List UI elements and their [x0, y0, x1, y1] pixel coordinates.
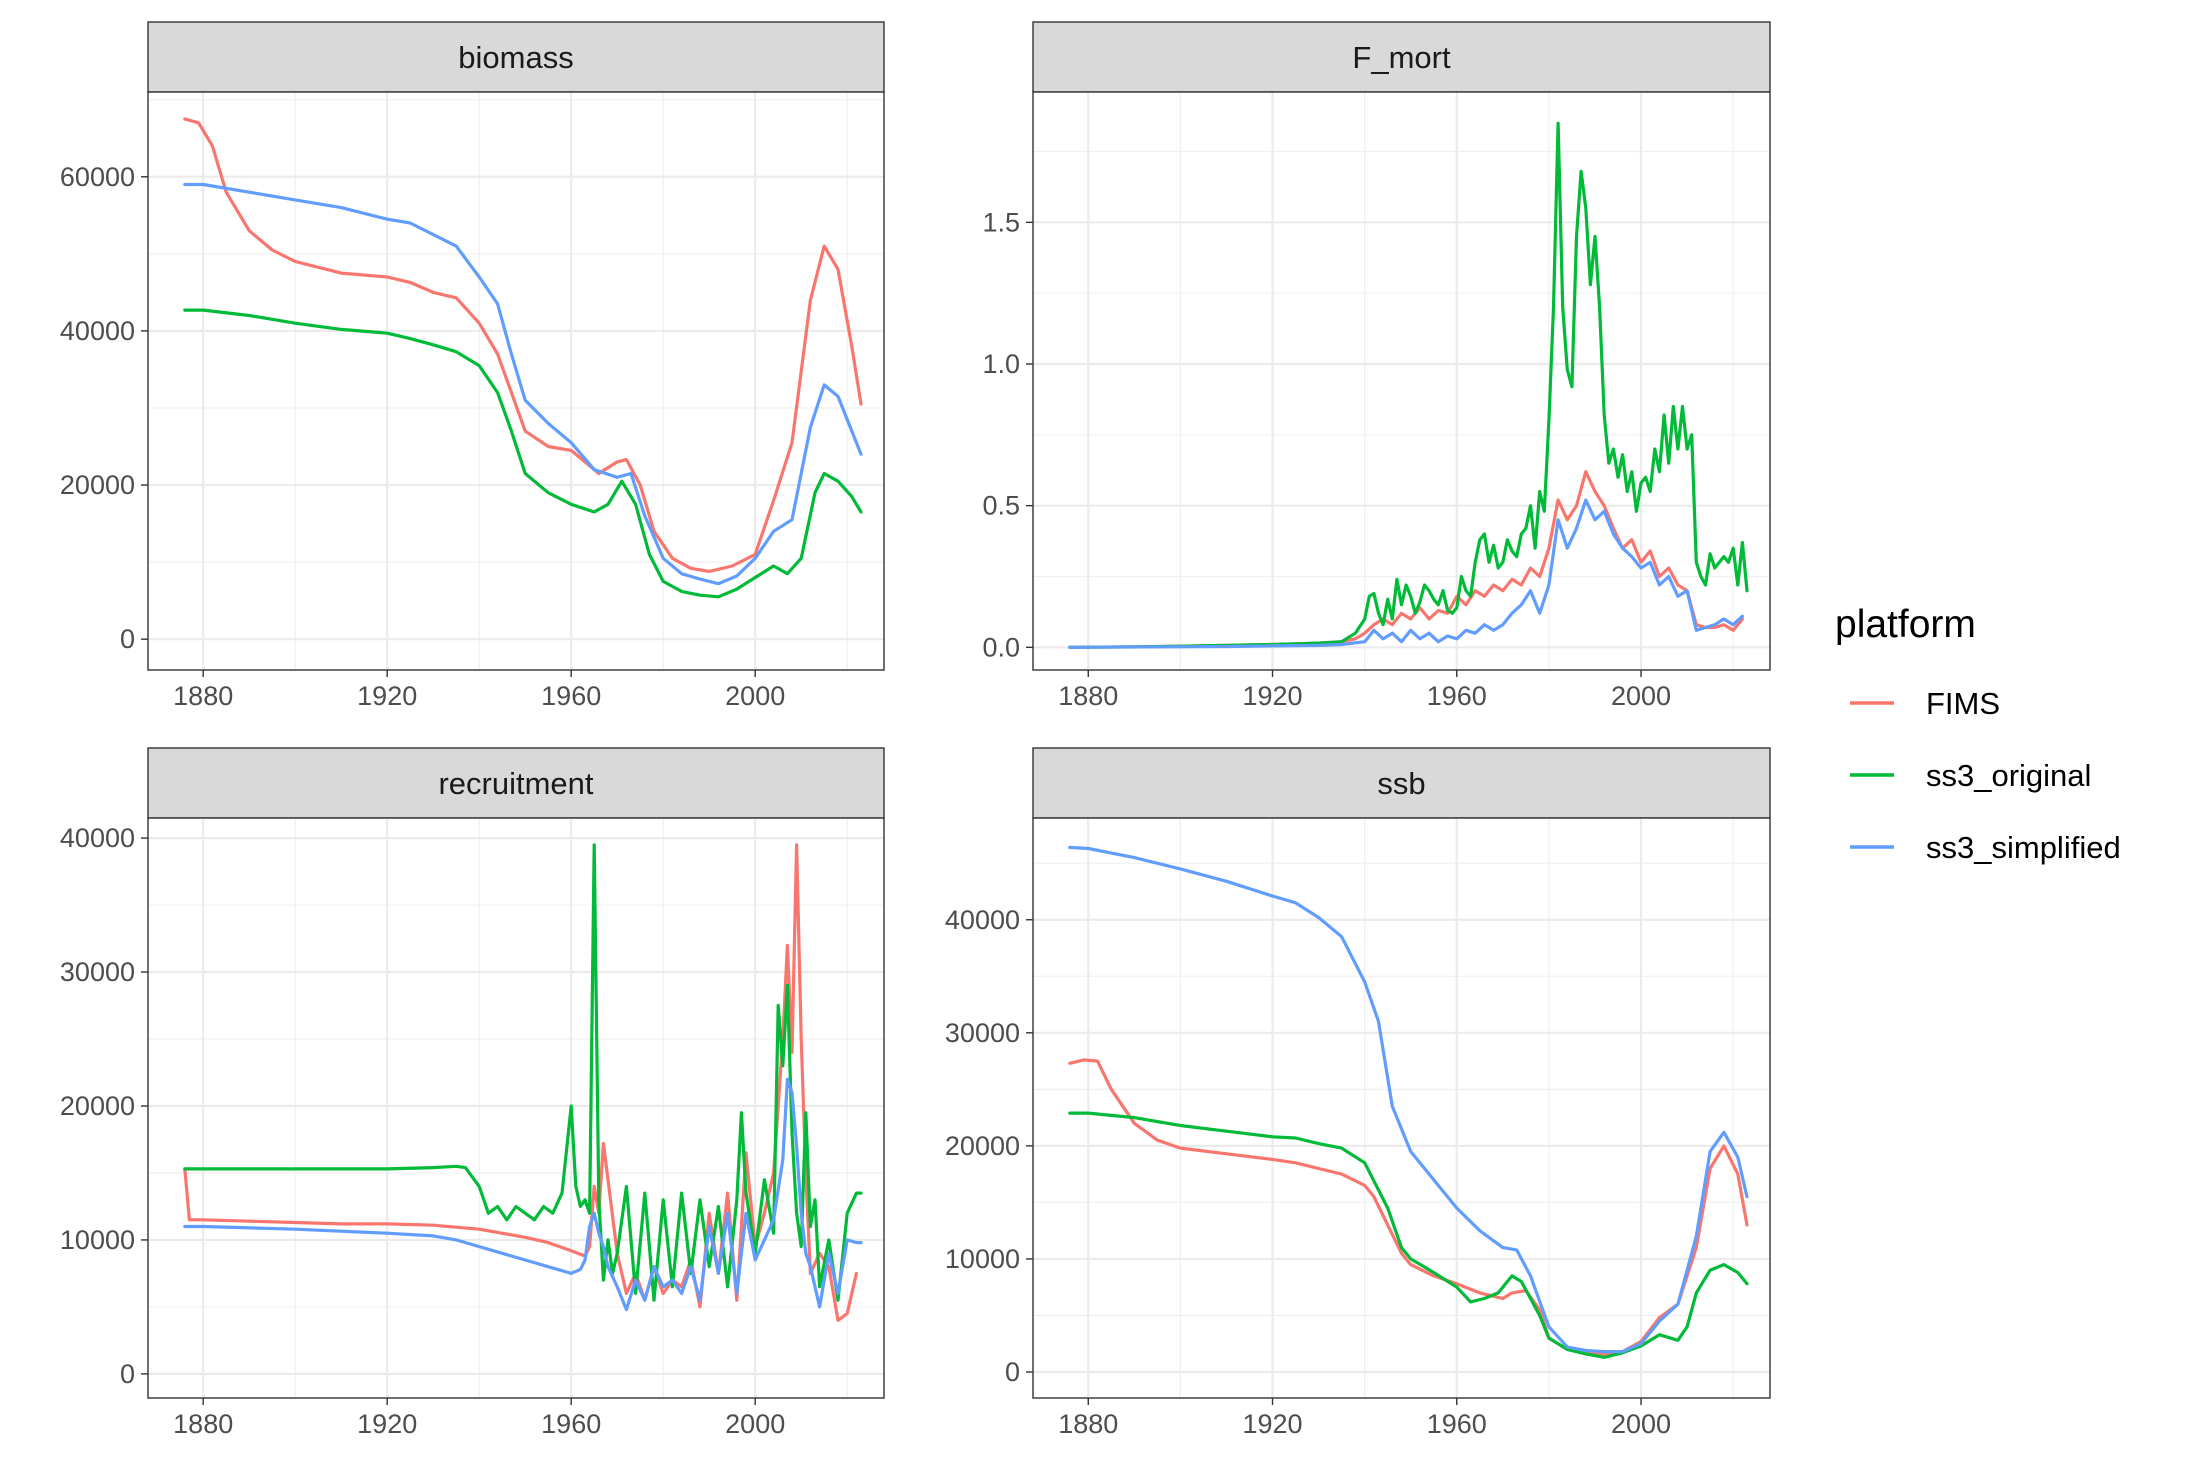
x-tick-label: 1920 [357, 1409, 417, 1439]
panel-background [148, 818, 884, 1398]
legend-label-fims: FIMS [1926, 686, 2000, 721]
legend-item-ss3-original: ss3_original [1850, 758, 2091, 793]
y-tick-label: 20000 [945, 1131, 1020, 1161]
series-line-fims [1068, 1058, 1749, 1356]
y-tick-label: 40000 [945, 905, 1020, 935]
series-group [1068, 121, 1749, 649]
series-group [183, 843, 863, 1322]
legend: platform FIMS ss3_original ss3_simplifie… [1835, 603, 2121, 865]
panel-border [147, 817, 885, 1399]
x-tick-label: 2000 [725, 681, 785, 711]
y-tick-label: 20000 [60, 1091, 135, 1121]
y-tick-label: 0 [120, 624, 135, 654]
facet-strip [147, 21, 885, 93]
y-tick-label: 0 [120, 1359, 135, 1389]
y-tick-label: 20000 [60, 470, 135, 500]
series-line-fims [183, 843, 859, 1322]
x-tick-label: 2000 [725, 1409, 785, 1439]
x-tick-label: 1960 [1427, 681, 1487, 711]
facet-strip-label: F_mort [1352, 40, 1451, 75]
series-line-fims [1068, 470, 1745, 649]
x-tick-label: 2000 [1611, 681, 1671, 711]
x-tick-label: 1880 [1058, 681, 1118, 711]
legend-item-fims: FIMS [1850, 686, 2000, 721]
panel-border [1032, 817, 1771, 1399]
x-tick-label: 1920 [1242, 1409, 1302, 1439]
x-tick-label: 1880 [1058, 1409, 1118, 1439]
series-line-ss3-simplified [1068, 498, 1745, 649]
x-tick-label: 1920 [357, 681, 417, 711]
panel-f-mort: F_mort 1880 1920 1960 2000 0.0 0.5 1.0 1.5 [982, 21, 1771, 711]
x-tick-label: 1880 [173, 681, 233, 711]
facet-strip-label: ssb [1377, 766, 1425, 801]
series-line-ss3-simplified [183, 182, 863, 586]
x-tick-label: 2000 [1611, 1409, 1671, 1439]
y-tick-label: 1.0 [982, 349, 1020, 379]
facet-strip-label: recruitment [438, 766, 593, 801]
y-tick-label: 0.5 [982, 491, 1020, 521]
panel-border [1032, 91, 1771, 671]
facet-strip [147, 747, 885, 819]
series-group [183, 117, 863, 599]
panel-background [1033, 92, 1770, 670]
y-tick-label: 10000 [60, 1225, 135, 1255]
y-tick-label: 30000 [60, 957, 135, 987]
facet-strip [1032, 21, 1771, 93]
series-line-ss3-original [1068, 1111, 1749, 1359]
x-tick-label: 1920 [1242, 681, 1302, 711]
series-line-ss3-original [183, 843, 863, 1302]
series-line-ss3-simplified [183, 1077, 863, 1312]
series-line-fims [183, 117, 863, 574]
y-tick-label: 60000 [60, 162, 135, 192]
x-tick-label: 1960 [541, 1409, 601, 1439]
y-tick-label: 40000 [60, 316, 135, 346]
x-tick-label: 1960 [1427, 1409, 1487, 1439]
y-tick-label: 0.0 [982, 632, 1020, 662]
y-tick-label: 1.5 [982, 207, 1020, 237]
series-line-ss3-original [183, 308, 863, 599]
y-tick-label: 10000 [945, 1244, 1020, 1274]
series-line-ss3-simplified [1068, 845, 1749, 1354]
y-tick-label: 0 [1005, 1357, 1020, 1387]
panel-border [147, 91, 885, 671]
legend-title: platform [1835, 603, 1976, 646]
y-tick-label: 40000 [60, 823, 135, 853]
x-tick-label: 1960 [541, 681, 601, 711]
panel-background [148, 92, 884, 670]
legend-item-ss3-simplified: ss3_simplified [1850, 830, 2121, 865]
legend-label-ss3-original: ss3_original [1926, 758, 2091, 793]
series-group [1068, 845, 1749, 1359]
legend-label-ss3-simplified: ss3_simplified [1926, 830, 2121, 865]
y-tick-label: 30000 [945, 1018, 1020, 1048]
panel-background [1033, 818, 1770, 1398]
series-line-ss3-original [1068, 121, 1749, 649]
x-tick-label: 1880 [173, 1409, 233, 1439]
facet-strip-label: biomass [458, 40, 573, 75]
